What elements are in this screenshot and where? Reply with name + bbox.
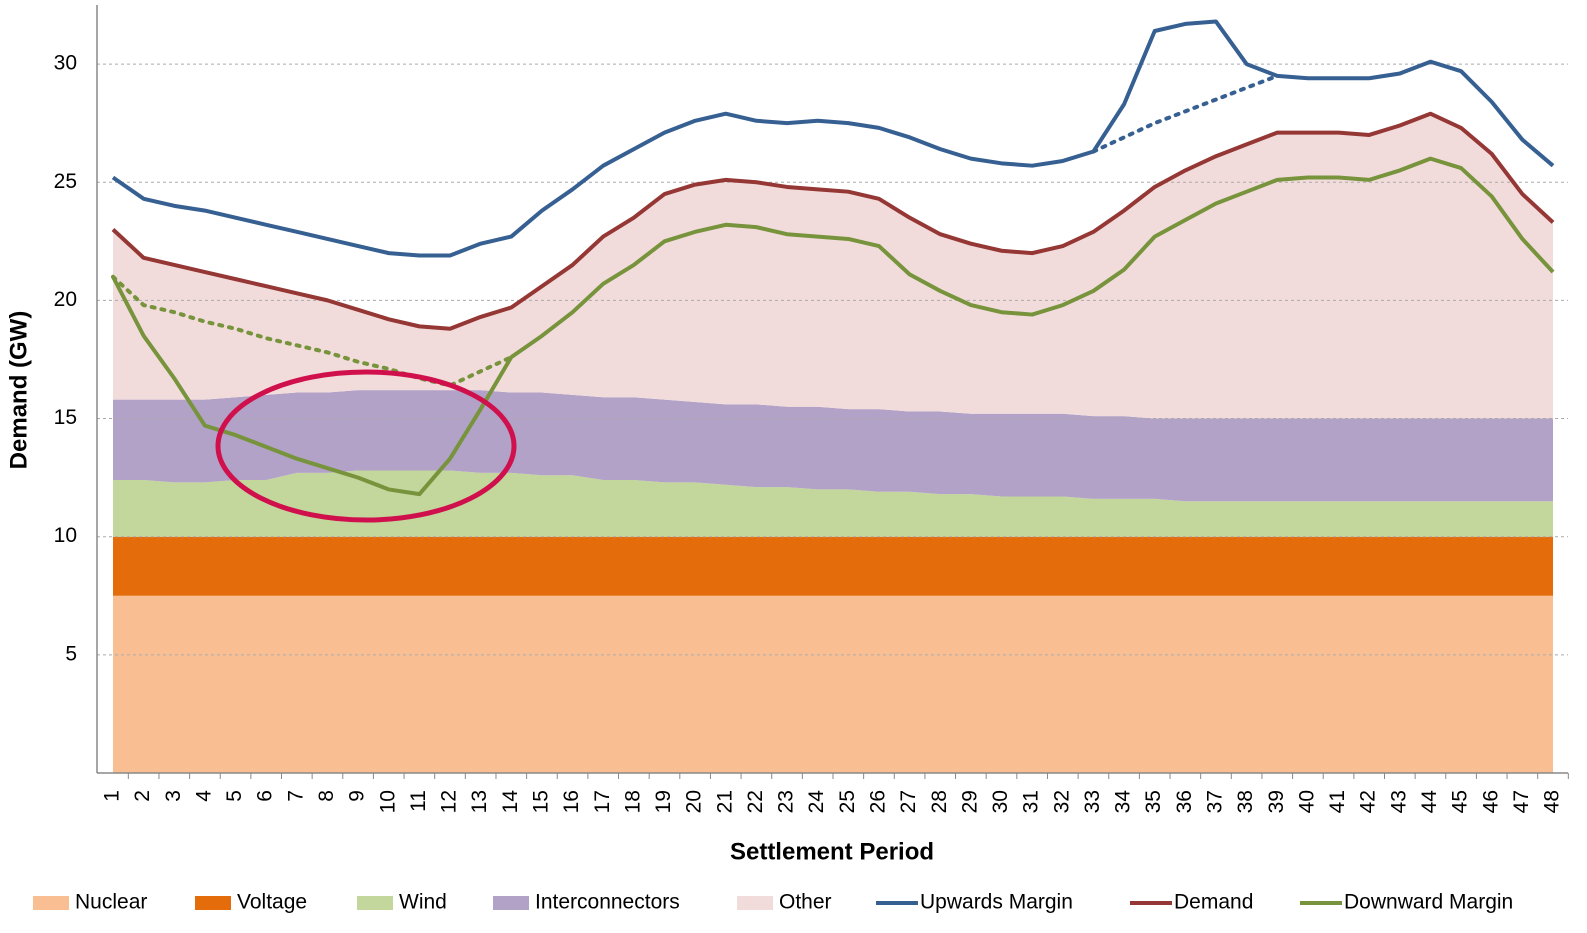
x-tick-label: 2 <box>131 790 154 802</box>
highlight-ellipse <box>215 369 517 523</box>
legend-label: Other <box>779 891 832 914</box>
x-tick-label: 22 <box>744 790 767 813</box>
line <box>111 156 1555 497</box>
x-tick-label: 13 <box>468 790 491 813</box>
x-axis-title: Settlement Period <box>730 838 934 865</box>
legend-label: Upwards Margin <box>920 891 1073 914</box>
legend-swatch <box>357 896 393 910</box>
line <box>111 111 1555 331</box>
area <box>113 595 1553 773</box>
x-tick-label: 27 <box>897 790 920 813</box>
x-tick-label: 23 <box>775 790 798 813</box>
x-tick-label: 11 <box>407 790 430 812</box>
x-tick-label: 44 <box>1418 790 1441 814</box>
legend-swatch <box>737 896 773 910</box>
x-tick-label: 45 <box>1449 790 1472 813</box>
legend-label: Voltage <box>237 891 307 914</box>
y-tick-label: 15 <box>54 406 77 429</box>
x-tick-label: 31 <box>1020 790 1043 813</box>
x-tick-label: 47 <box>1510 790 1533 813</box>
area <box>113 470 1553 537</box>
x-tick-label: 1 <box>101 790 124 802</box>
x-tick-label: 30 <box>989 790 1012 813</box>
x-tick-label: 26 <box>867 790 890 813</box>
legend-label: Interconnectors <box>535 891 680 914</box>
x-tick-label: 10 <box>376 790 399 813</box>
x-tick-label: 5 <box>223 790 246 802</box>
x-tick-label: 36 <box>1173 790 1196 813</box>
y-tick-label: 25 <box>54 170 77 193</box>
x-tick-label: 33 <box>1081 790 1104 813</box>
x-tick-label: 37 <box>1204 790 1227 813</box>
x-tick-label: 32 <box>1050 790 1073 813</box>
x-tick-label: 9 <box>346 790 369 802</box>
y-tick-label: 10 <box>54 524 77 547</box>
x-tick-label: 35 <box>1142 790 1165 813</box>
x-tick-label: 28 <box>928 790 951 813</box>
x-tick-label: 17 <box>591 790 614 813</box>
x-tick-label: 38 <box>1234 790 1257 813</box>
legend-label: Demand <box>1174 891 1253 914</box>
x-tick-label: 46 <box>1479 790 1502 813</box>
x-tick-label: 20 <box>683 790 706 813</box>
x-tick-label: 4 <box>192 790 215 802</box>
y-axis-title: Demand (GW) <box>5 311 32 470</box>
x-tick-label: 29 <box>958 790 981 813</box>
x-tick-label: 24 <box>805 790 828 814</box>
x-tick-label: 7 <box>284 790 307 802</box>
y-tick-label: 30 <box>54 52 77 75</box>
area <box>113 113 1553 419</box>
y-tick-label: 5 <box>65 642 77 665</box>
x-tick-label: 43 <box>1387 790 1410 813</box>
y-tick-label: 20 <box>54 288 77 311</box>
x-tick-label: 12 <box>438 790 461 813</box>
dotted-line <box>1091 73 1280 154</box>
x-tick-label: 25 <box>836 790 859 813</box>
x-tick-label: 3 <box>162 790 185 802</box>
x-tick-label: 40 <box>1295 790 1318 813</box>
legend-label: Wind <box>399 891 447 914</box>
area <box>113 536 1553 596</box>
legend-swatch <box>493 896 529 910</box>
x-tick-label: 39 <box>1265 790 1288 813</box>
x-tick-label: 41 <box>1326 790 1349 813</box>
x-tick-label: 8 <box>315 790 338 802</box>
x-tick-label: 19 <box>652 790 675 813</box>
legend-swatch <box>33 896 69 910</box>
x-tick-label: 18 <box>621 790 644 813</box>
line <box>111 19 1555 258</box>
x-tick-label: 14 <box>499 790 522 814</box>
x-tick-label: 42 <box>1357 790 1380 813</box>
x-tick-label: 16 <box>560 790 583 813</box>
x-tick-label: 34 <box>1112 790 1135 814</box>
x-tick-label: 15 <box>529 790 552 813</box>
legend-label: Nuclear <box>75 891 147 914</box>
legend-label: Downward Margin <box>1344 891 1513 914</box>
x-tick-label: 6 <box>254 790 277 802</box>
x-tick-label: 48 <box>1541 790 1564 813</box>
x-tick-label: 21 <box>713 790 736 813</box>
legend-swatch <box>195 896 231 910</box>
